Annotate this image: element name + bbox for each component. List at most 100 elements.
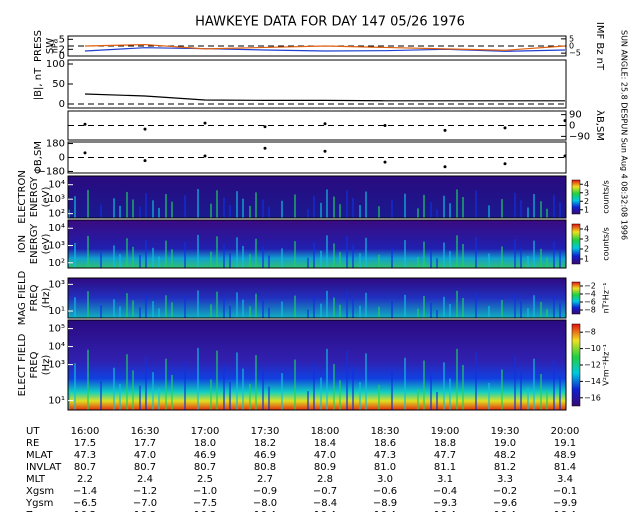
ephemeris-value: 18:00 bbox=[311, 426, 340, 437]
spectrogram-streak bbox=[145, 356, 147, 410]
spectrogram-streak bbox=[113, 299, 115, 318]
spectrogram-streak bbox=[165, 194, 167, 218]
spectrogram-streak bbox=[262, 199, 264, 218]
spectrogram-streak bbox=[352, 244, 354, 268]
point bbox=[503, 126, 507, 130]
spectrogram-streak bbox=[262, 246, 264, 268]
spectrogram-streak bbox=[475, 190, 477, 218]
spectrogram-streak bbox=[365, 353, 367, 410]
spectrogram-streak bbox=[197, 234, 199, 268]
ephemeris-value: −9.3 bbox=[433, 498, 457, 509]
spectrogram-streak bbox=[488, 205, 490, 218]
spectrogram-streak bbox=[313, 296, 315, 318]
spectrogram-streak bbox=[501, 300, 503, 318]
spectrogram-streak bbox=[436, 258, 438, 268]
spectrogram-streak bbox=[391, 199, 393, 218]
ephemeris-value: −0.1 bbox=[553, 486, 577, 497]
colorbar-label: nT²Hz⁻¹ bbox=[602, 283, 611, 314]
spectrogram-streak bbox=[119, 205, 121, 218]
ephemeris-value: 81.4 bbox=[554, 462, 576, 473]
spectrogram-streak bbox=[229, 204, 231, 218]
spectrogram-streak bbox=[462, 197, 464, 218]
spectrogram-streak bbox=[236, 352, 238, 410]
colorbar-tick-label: −4 bbox=[584, 290, 596, 299]
point bbox=[203, 121, 207, 125]
spectrogram-streak bbox=[443, 362, 445, 410]
spectrogram-streak bbox=[546, 208, 548, 218]
spectrogram-streak bbox=[74, 363, 76, 410]
spectrogram-streak bbox=[119, 254, 121, 268]
colorbar-tick-label: −10 bbox=[584, 344, 601, 353]
spectrogram-streak bbox=[333, 364, 335, 410]
spectrogram-streak bbox=[533, 194, 535, 218]
spectrogram-streak bbox=[113, 245, 115, 268]
spectrogram-streak bbox=[165, 240, 167, 268]
ephemeris-value: 18.4 bbox=[314, 438, 336, 449]
spectrogram-streak bbox=[449, 304, 451, 318]
spectrogram-streak bbox=[113, 198, 115, 218]
spectrogram-streak bbox=[132, 246, 134, 268]
y2-axis-label: λB,SM bbox=[594, 110, 605, 141]
spectrogram-streak bbox=[281, 373, 283, 410]
spectrogram-streak bbox=[313, 362, 315, 410]
spectrogram-streak bbox=[87, 291, 89, 318]
spectrogram-streak bbox=[249, 205, 251, 218]
spectrogram-streak bbox=[365, 292, 367, 318]
colorbar-tick-label: 4 bbox=[584, 225, 589, 234]
y-tick-label: 2 bbox=[59, 44, 65, 55]
point bbox=[443, 165, 447, 169]
spectrogram-streak bbox=[268, 207, 270, 218]
spectrogram-streak bbox=[87, 349, 89, 410]
spectrogram-streak bbox=[313, 242, 315, 268]
spectrogram-streak bbox=[339, 204, 341, 218]
spectrogram-streak bbox=[126, 238, 128, 268]
spectrogram-streak bbox=[391, 247, 393, 268]
spectrogram-streak bbox=[216, 350, 218, 410]
colorbar-tick-label: −14 bbox=[584, 377, 601, 386]
spectrogram-streak bbox=[430, 202, 432, 218]
colorbar-tick-label: 3 bbox=[584, 235, 589, 244]
spectrogram-streak bbox=[313, 195, 315, 218]
ephemeris-value: 17.5 bbox=[74, 438, 96, 449]
colorbar-tick-label: 4 bbox=[584, 180, 589, 189]
spectrogram-streak bbox=[553, 360, 555, 410]
spectrogram-streak bbox=[139, 255, 141, 268]
y-tick-label: 10⁴ bbox=[48, 180, 65, 191]
spectrogram-streak bbox=[223, 298, 225, 318]
y-axis-label: ENERGY bbox=[29, 176, 40, 217]
ephemeris-value: −1.4 bbox=[73, 486, 97, 497]
ephemeris-label: MLT bbox=[26, 474, 46, 485]
spectrogram-streak bbox=[417, 256, 419, 268]
point bbox=[323, 122, 327, 126]
spectrogram-streak bbox=[171, 201, 173, 218]
spectrogram-streak bbox=[171, 302, 173, 318]
line bbox=[84, 93, 565, 102]
spectrogram-streak bbox=[501, 199, 503, 218]
spectrogram-streak bbox=[546, 390, 548, 410]
colorbar-label: V²m⁻²Hz⁻¹ bbox=[602, 344, 611, 386]
ephemeris-value: 16.3 bbox=[194, 510, 216, 512]
spectrogram-streak bbox=[423, 360, 425, 410]
spectrogram-streak bbox=[514, 192, 516, 218]
ephemeris-value: 16.4 bbox=[434, 510, 456, 512]
spectrogram-streak bbox=[126, 191, 128, 218]
y2-tick-label: 0 bbox=[569, 121, 575, 132]
spectrogram-streak bbox=[417, 208, 419, 218]
spectrogram-streak bbox=[320, 202, 322, 218]
spectrogram-streak bbox=[119, 306, 121, 318]
spectrogram-streak bbox=[281, 200, 283, 218]
ephemeris-value: 3.1 bbox=[437, 474, 453, 485]
spectrogram-streak bbox=[249, 383, 251, 410]
spectrogram-streak bbox=[281, 248, 283, 268]
y-axis-label: FREQ bbox=[29, 284, 40, 311]
spectrogram-streak bbox=[559, 303, 561, 318]
ephemeris-value: −7.5 bbox=[193, 498, 217, 509]
y-tick-label: 10¹ bbox=[48, 396, 65, 407]
spectrogram-streak bbox=[553, 241, 555, 268]
ephemeris-value: 16.4 bbox=[254, 510, 276, 512]
spectrogram-streak bbox=[184, 361, 186, 410]
spectrogram-streak bbox=[223, 365, 225, 410]
ephemeris-value: 18.0 bbox=[194, 438, 216, 449]
colorbar-label: counts/s bbox=[602, 180, 611, 214]
spectrogram-streak bbox=[132, 199, 134, 218]
